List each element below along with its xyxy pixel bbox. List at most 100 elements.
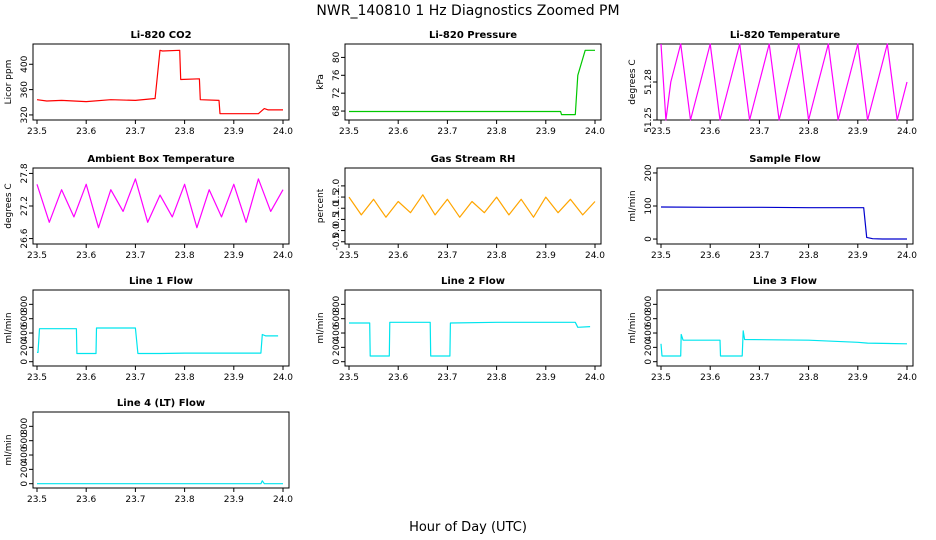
y-tick-label: 600 <box>332 310 342 327</box>
y-axis-label: kPa <box>316 74 326 90</box>
x-tick-label: 24.0 <box>585 127 605 137</box>
x-tick-label: 23.8 <box>175 127 195 137</box>
x-tick-label: 23.9 <box>536 373 556 383</box>
y-tick-label: 600 <box>20 432 30 449</box>
x-tick-label: 23.8 <box>175 373 195 383</box>
panel-title: Li-820 Temperature <box>730 30 840 41</box>
y-tick-label: 400 <box>332 324 342 341</box>
x-tick-label: 24.0 <box>585 373 605 383</box>
series-line-1 <box>349 49 595 116</box>
y-axis-label: Licor ppm <box>4 60 14 105</box>
chart-panel-10: Line 4 (LT) Flow 23.5 23.6 23.7 23.8 23.9 24.0… <box>4 398 293 505</box>
y-tick-label: 1.5 <box>332 190 342 204</box>
y-tick-label: 26.6 <box>20 228 30 248</box>
chart-panel-4: Ambient Box Temperature 23.5 23.6 23.7 23.8 2… <box>4 154 293 261</box>
chart-panel-6: Sample Flow 23.5 23.6 23.7 23.8 23.9 24.0 0 100 2… <box>628 154 917 261</box>
y-tick-label: 200 <box>644 164 654 181</box>
series-line-1 <box>36 49 283 115</box>
y-tick-label: 0 <box>332 359 342 365</box>
x-tick-label: 23.8 <box>799 251 819 261</box>
x-tick-label: 23.9 <box>848 127 868 137</box>
panel-title: Line 4 (LT) Flow <box>117 398 205 409</box>
x-tick-label: 23.8 <box>175 495 195 505</box>
x-tick-label: 23.6 <box>76 373 96 383</box>
series-line-1 <box>37 327 279 355</box>
x-tick-label: 24.0 <box>273 495 293 505</box>
y-axis-label: ml/min <box>628 312 638 343</box>
x-tick-label: 23.9 <box>536 127 556 137</box>
x-tick-label: 24.0 <box>897 127 917 137</box>
y-tick-label: 800 <box>644 295 654 312</box>
y-tick-label: 51.25 <box>644 107 654 133</box>
plot-frame <box>32 411 290 489</box>
y-tick-label: 68 <box>332 105 342 117</box>
x-tick-label: 23.9 <box>224 495 244 505</box>
chart-panel-7: Line 1 Flow 23.5 23.6 23.7 23.8 23.9 24.0 0 2004… <box>4 276 293 383</box>
x-tick-label: 23.9 <box>224 251 244 261</box>
y-tick-label: 2.0 <box>332 178 342 193</box>
x-tick-label: 23.7 <box>437 373 457 383</box>
y-tick-label: 76 <box>332 69 342 81</box>
panel-title: Li-820 Pressure <box>429 30 517 41</box>
y-tick-label: 600 <box>644 310 654 327</box>
x-tick-label: 23.7 <box>125 373 145 383</box>
y-tick-label: 72 <box>332 87 342 98</box>
y-axis-label: degrees C <box>628 59 638 104</box>
x-tick-label: 23.5 <box>651 251 671 261</box>
series-line-1 <box>37 480 283 485</box>
x-tick-label: 23.8 <box>487 373 507 383</box>
y-tick-label: 80 <box>332 51 342 63</box>
x-tick-label: 23.8 <box>487 127 507 137</box>
x-tick-label: 23.6 <box>700 251 720 261</box>
x-tick-label: 23.7 <box>749 251 769 261</box>
x-tick-label: 23.7 <box>749 127 769 137</box>
panel-title: Gas Stream RH <box>431 154 516 165</box>
panel-title: Line 1 Flow <box>129 276 193 287</box>
x-tick-label: 23.6 <box>700 127 720 137</box>
y-tick-label: 600 <box>20 310 30 327</box>
y-axis-label: ml/min <box>4 434 14 465</box>
y-axis-label: ml/min <box>4 312 14 343</box>
y-tick-label: 0 <box>644 359 654 365</box>
plot-frame <box>656 43 914 121</box>
plot-frame <box>344 43 602 121</box>
y-tick-label: 360 <box>20 81 30 98</box>
y-tick-label: 51.28 <box>644 69 654 95</box>
x-tick-label: 23.5 <box>339 127 359 137</box>
x-tick-label: 23.6 <box>388 251 408 261</box>
x-tick-label: 23.7 <box>749 373 769 383</box>
x-tick-label: 24.0 <box>897 373 917 383</box>
x-tick-label: 23.6 <box>388 373 408 383</box>
panel-title: Line 2 Flow <box>441 276 505 287</box>
series-line-1 <box>660 206 907 240</box>
x-tick-label: 23.9 <box>536 251 556 261</box>
x-tick-label: 23.5 <box>27 495 47 505</box>
x-tick-label: 23.8 <box>799 373 819 383</box>
y-tick-label: 400 <box>20 324 30 341</box>
y-tick-label: 200 <box>644 339 654 356</box>
figure-title: NWR_140810 1 Hz Diagnostics Zoomed PM <box>316 3 619 19</box>
y-tick-label: 0.5 <box>332 212 342 226</box>
y-tick-label: 27.8 <box>20 163 30 183</box>
plot-frame <box>344 289 602 367</box>
panel-title: Line 3 Flow <box>753 276 817 287</box>
chart-panel-1: Li-820 CO2 23.5 23.6 23.7 23.8 23.9 24.0 320 360… <box>4 30 293 137</box>
chart-panel-2: Li-820 Pressure 23.5 23.6 23.7 23.8 23.9 24.0 6… <box>316 30 605 137</box>
x-tick-label: 23.5 <box>339 251 359 261</box>
x-tick-label: 23.8 <box>799 127 819 137</box>
plot-frame <box>344 167 602 245</box>
panel-grid: Li-820 CO2 23.5 23.6 23.7 23.8 23.9 24.0 320 360… <box>4 30 917 505</box>
x-tick-label: 23.5 <box>651 127 671 137</box>
plot-frame <box>656 167 914 245</box>
y-tick-label: 0 <box>20 481 30 487</box>
y-tick-label: 400 <box>20 55 30 72</box>
x-tick-label: 23.7 <box>125 495 145 505</box>
x-tick-label: 24.0 <box>273 373 293 383</box>
y-tick-label: 0 <box>20 359 30 365</box>
x-tick-label: 23.7 <box>125 127 145 137</box>
x-tick-label: 24.0 <box>273 127 293 137</box>
y-tick-label: -0.5 <box>332 233 342 251</box>
plot-frame <box>656 289 914 367</box>
chart-panel-9: Line 3 Flow 23.5 23.6 23.7 23.8 23.9 24.0 0 2004… <box>628 276 917 383</box>
